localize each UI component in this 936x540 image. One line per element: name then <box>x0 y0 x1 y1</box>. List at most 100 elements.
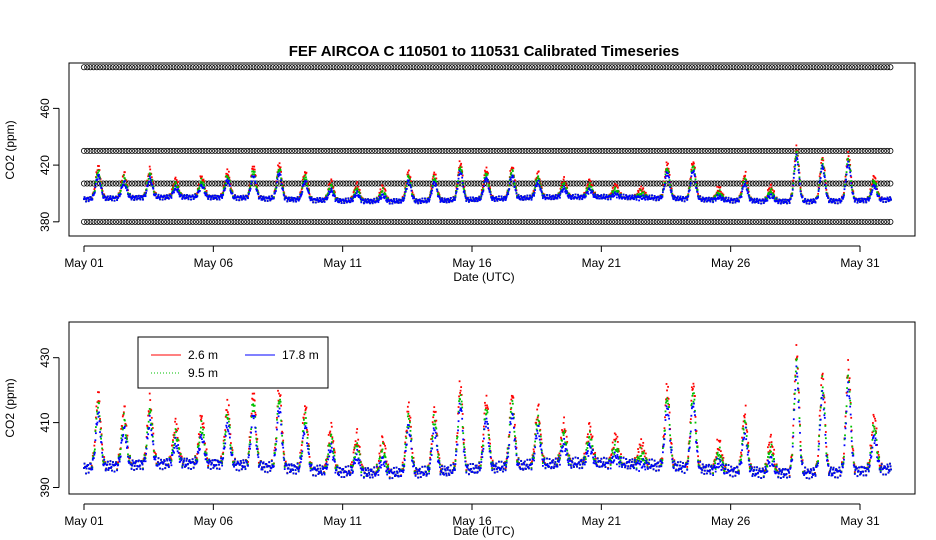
calibration-point <box>596 147 603 154</box>
calibration-point <box>157 147 164 154</box>
data-point <box>349 201 352 203</box>
calibration-point <box>253 218 260 225</box>
calibration-point <box>215 64 222 71</box>
calibration-point <box>641 180 648 187</box>
data-point <box>410 180 412 183</box>
calibration-point <box>740 147 747 154</box>
calibration-point <box>260 218 267 225</box>
calibration-point <box>330 147 337 154</box>
calibration-point <box>192 147 199 154</box>
calibration-point <box>372 147 379 154</box>
data-point <box>719 192 722 195</box>
calibration-point <box>602 64 609 71</box>
data-point <box>123 171 126 174</box>
calibration-point <box>545 64 552 71</box>
calibration-point <box>420 180 427 187</box>
calibration-point <box>180 147 187 154</box>
data-point <box>358 189 361 191</box>
calibration-point <box>849 64 856 71</box>
calibration-point <box>173 218 180 225</box>
calibration-point <box>346 147 353 154</box>
calibration-point <box>615 180 622 187</box>
calibration-point <box>781 147 788 154</box>
calibration-point <box>388 64 395 71</box>
data-point <box>414 201 417 204</box>
calibration-point <box>272 218 279 225</box>
calibration-point <box>625 64 632 71</box>
calibration-point <box>205 218 212 225</box>
calibration-point <box>231 147 238 154</box>
calibration-point <box>647 180 654 187</box>
data-point <box>379 188 382 191</box>
calibration-point <box>432 64 439 71</box>
calibration-point <box>634 180 641 187</box>
calibration-point <box>705 147 712 154</box>
calibration-point <box>653 147 660 154</box>
data-point <box>127 193 129 196</box>
calibration-point <box>775 147 782 154</box>
data-point <box>118 195 121 198</box>
data-point <box>465 200 468 203</box>
calibration-point <box>420 64 427 71</box>
data-point <box>222 192 225 194</box>
calibration-point <box>791 64 798 71</box>
calibration-point <box>356 64 363 71</box>
calibration-point <box>625 147 632 154</box>
data-point <box>565 184 568 187</box>
data-point <box>435 177 438 180</box>
calibration-point <box>721 147 728 154</box>
calibration-point <box>186 147 193 154</box>
data-point <box>238 199 241 202</box>
data-point <box>146 185 149 188</box>
calibration-point <box>202 64 209 71</box>
data-point <box>161 198 164 201</box>
data-point <box>87 200 90 203</box>
data-point <box>823 169 826 172</box>
data-point <box>371 202 374 205</box>
calibration-point <box>160 64 167 71</box>
data-point <box>254 182 257 185</box>
calibration-point <box>100 218 107 225</box>
calibration-point <box>765 64 772 71</box>
calibration-point <box>717 147 724 154</box>
calibration-point <box>833 180 840 187</box>
calibration-point <box>260 64 267 71</box>
calibration-point <box>865 147 872 154</box>
calibration-point <box>199 64 206 71</box>
calibration-point <box>474 147 481 154</box>
data-point <box>403 197 406 200</box>
calibration-point <box>570 147 577 154</box>
calibration-point <box>753 64 760 71</box>
data-point <box>254 180 257 183</box>
calibration-point <box>877 64 884 71</box>
calibration-point <box>506 218 513 225</box>
calibration-point <box>87 218 94 225</box>
calibration-point <box>673 64 680 71</box>
data-point <box>519 198 522 201</box>
data-point <box>227 177 230 180</box>
data-point <box>339 198 341 201</box>
calibration-point <box>93 64 100 71</box>
data-point <box>381 190 384 192</box>
calibration-point <box>503 147 510 154</box>
calibration-point <box>769 147 776 154</box>
data-point <box>515 192 518 195</box>
data-point <box>511 170 514 172</box>
data-point <box>473 198 475 201</box>
calibration-point <box>621 147 628 154</box>
calibration-point <box>778 180 785 187</box>
calibration-point <box>839 64 846 71</box>
calibration-point <box>618 64 625 71</box>
data-point <box>483 174 486 177</box>
calibration-point <box>445 180 452 187</box>
data-point <box>508 188 511 190</box>
calibration-point <box>330 64 337 71</box>
calibration-point <box>682 64 689 71</box>
calibration-point <box>432 147 439 154</box>
data-point <box>825 188 828 191</box>
data-point <box>98 169 100 172</box>
data-point <box>410 189 413 192</box>
data-point <box>461 176 464 179</box>
calibration-point <box>276 147 283 154</box>
data-point <box>458 160 461 163</box>
